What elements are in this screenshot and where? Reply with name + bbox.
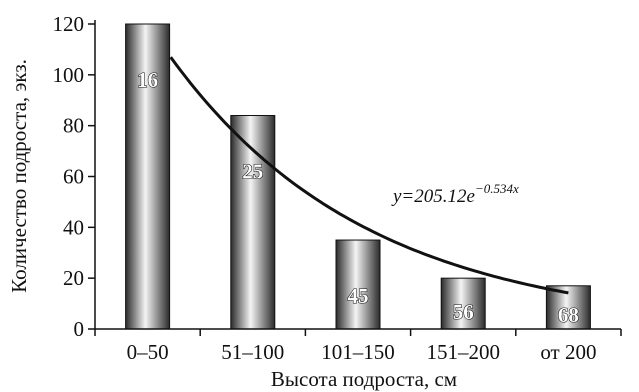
bar-label: 25 — [242, 160, 263, 184]
axes: 0 20 40 60 80 100 120 0–50 51–100 101–150 151–200 о… — [53, 12, 622, 364]
bar — [230, 115, 276, 330]
y-axis-title: Количество подроста, экз. — [7, 59, 31, 293]
x-tick-label: 151–200 — [426, 340, 500, 364]
bar-label: 16 — [137, 68, 158, 92]
bar — [440, 277, 486, 330]
bar-label: 45 — [348, 284, 369, 308]
bar-labels: 16 25 45 56 68 — [137, 67, 580, 327]
trend-line — [169, 56, 569, 295]
x-tick-label: от 200 — [540, 340, 596, 364]
bar — [125, 23, 171, 330]
y-tick-label: 100 — [53, 63, 85, 87]
bar — [335, 239, 381, 330]
x-tick-label: 0–50 — [127, 340, 169, 364]
y-tick-label: 80 — [63, 114, 84, 138]
trend-equation: y=205.12e−0.534x — [391, 181, 519, 207]
y-tick-label: 20 — [63, 266, 84, 290]
y-tick-label: 60 — [63, 165, 84, 189]
y-tick-label: 120 — [53, 12, 85, 36]
x-tick-label: 51–100 — [221, 340, 284, 364]
bar-label: 56 — [453, 300, 474, 324]
y-tick-label: 0 — [74, 317, 85, 341]
bar-label: 68 — [558, 303, 579, 327]
y-tick-label: 40 — [63, 215, 84, 239]
x-axis-title: Высота подроста, см — [271, 367, 457, 391]
trend-equation-base: y=205.12e — [391, 186, 475, 207]
trend-equation-exponent: −0.534x — [475, 181, 519, 196]
x-tick-label: 101–150 — [321, 340, 395, 364]
